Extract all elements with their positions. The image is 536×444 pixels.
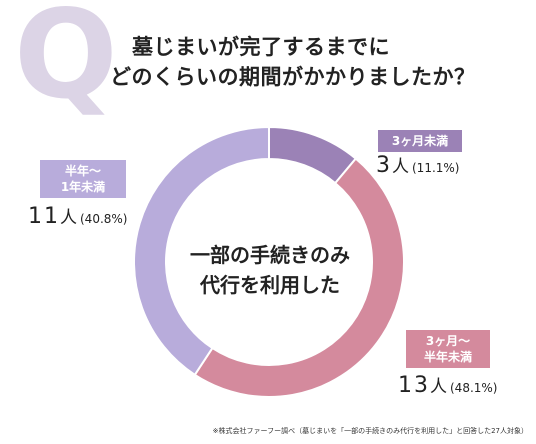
q-mark: Q xyxy=(14,0,118,126)
badge-under-3-months: 3ヶ月未満 xyxy=(378,130,462,153)
value-6-months-to-1-year: 11人 (40.8%) xyxy=(28,203,127,229)
count-6-months-to-1-year: 11 xyxy=(28,204,60,229)
percent-under-3-months: (11.1%) xyxy=(412,161,460,175)
badge-6-months-to-1-year: 半年〜 1年未満 xyxy=(40,160,126,199)
donut-slice-3 xyxy=(133,125,270,377)
value-3-to-6-months: 13人 (48.1%) xyxy=(398,372,497,398)
badge-under-3-months-line-1: 3ヶ月未満 xyxy=(391,134,449,148)
value-under-3-months: 3人 (11.1%) xyxy=(376,152,459,178)
question-title: 墓じまいが完了するまでに どのくらいの期間がかかりましたか？ xyxy=(110,32,530,93)
center-label-line-2: 代行を利用した xyxy=(200,273,340,297)
unit-3-to-6-months: 人 xyxy=(430,377,447,397)
center-label: 一部の手続きのみ 代行を利用した xyxy=(170,240,370,300)
footnote: ※株式会社ファーフー調べ（墓じまいを「一部の手続きのみ代行を利用した」と回答した… xyxy=(212,427,528,435)
percent-6-months-to-1-year: (40.8%) xyxy=(80,212,128,226)
unit-6-months-to-1-year: 人 xyxy=(60,208,77,228)
center-label-line-1: 一部の手続きのみ xyxy=(190,243,350,267)
count-under-3-months: 3 xyxy=(376,153,392,178)
percent-3-to-6-months: (48.1%) xyxy=(450,381,498,395)
question-line-2: どのくらいの期間がかかりましたか？ xyxy=(110,65,476,90)
badge-6-months-to-1-year-line-1: 半年〜 xyxy=(64,164,101,178)
donut-slice-2 xyxy=(193,157,405,398)
unit-under-3-months: 人 xyxy=(392,157,409,177)
badge-6-months-to-1-year-line-2: 1年未満 xyxy=(60,180,106,195)
question-line-1: 墓じまいが完了するまでに xyxy=(132,35,390,59)
count-3-to-6-months: 13 xyxy=(398,373,430,398)
badge-3-to-6-months: 3ヶ月〜 半年未満 xyxy=(406,330,490,369)
badge-3-to-6-months-line-2: 半年未満 xyxy=(423,350,472,365)
badge-3-to-6-months-line-1: 3ヶ月〜 xyxy=(425,334,471,348)
